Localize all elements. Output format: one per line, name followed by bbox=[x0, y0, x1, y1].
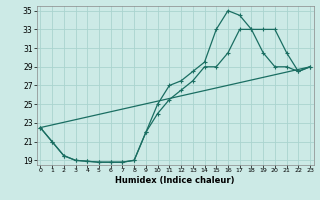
X-axis label: Humidex (Indice chaleur): Humidex (Indice chaleur) bbox=[116, 176, 235, 185]
